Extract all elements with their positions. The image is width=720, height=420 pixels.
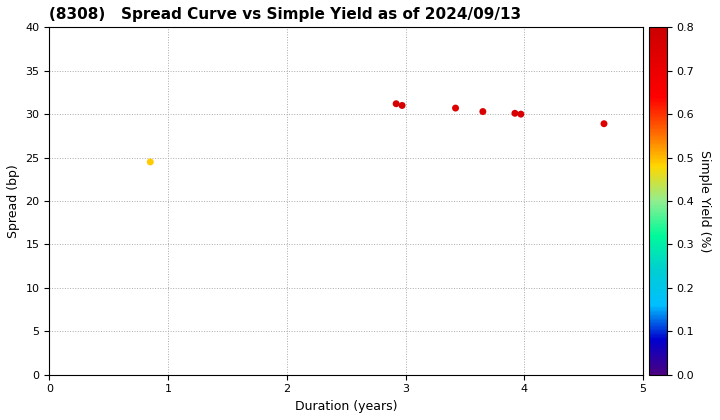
X-axis label: Duration (years): Duration (years) <box>295 400 397 413</box>
Point <box>145 159 156 165</box>
Point <box>450 105 462 111</box>
Point <box>509 110 521 117</box>
Point <box>598 121 610 127</box>
Y-axis label: Spread (bp): Spread (bp) <box>7 164 20 238</box>
Point <box>515 111 526 118</box>
Point <box>390 100 402 107</box>
Y-axis label: Simple Yield (%): Simple Yield (%) <box>698 150 711 252</box>
Point <box>477 108 489 115</box>
Text: (8308)   Spread Curve vs Simple Yield as of 2024/09/13: (8308) Spread Curve vs Simple Yield as o… <box>50 7 521 22</box>
Point <box>396 102 408 109</box>
